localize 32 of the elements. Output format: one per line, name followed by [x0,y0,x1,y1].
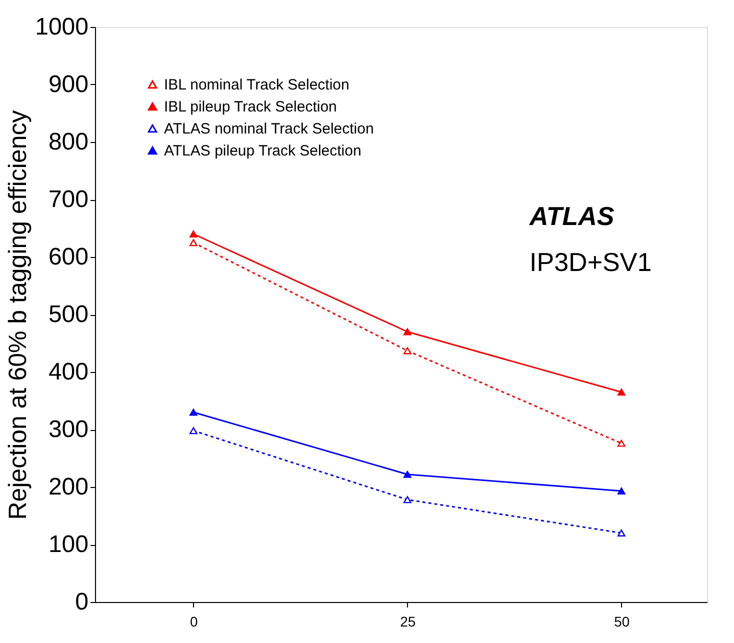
y-tick-label: 500 [48,301,88,328]
y-tick-label: 700 [48,186,88,213]
point [617,488,626,495]
x-tick-label: 0 [190,614,198,630]
y-tick-label: 200 [48,474,88,500]
point [189,230,198,238]
y-axis-title: Rejection at 60% b tagging efficiency [4,110,32,520]
x-tick-label: 50 [614,614,630,630]
legend-label: ATLAS nominal Track Selection [164,120,374,138]
point [189,408,198,416]
y-tick-label: 400 [48,358,88,386]
x-tick-label: 25 [400,614,416,630]
point [403,470,412,478]
legend-label: IBL pileup Track Selection [164,98,337,116]
legend-label: IBL nominal Track Selection [164,76,350,94]
legend-label: ATLAS pileup Track Selection [164,142,362,160]
point [189,427,198,434]
point [617,440,626,447]
point [189,239,198,246]
point [617,388,626,396]
y-tick-label: 600 [48,244,88,270]
point [403,496,412,504]
point [403,347,412,354]
point [403,328,412,336]
y-tick-label: 100 [48,531,88,558]
y-tick-label: 800 [48,128,88,156]
point [617,529,626,537]
y-tick-label: 900 [48,71,88,98]
y-tick-label: 1000 [35,14,88,40]
annotation: IP3D+SV1 [530,246,652,277]
y-tick-label: 300 [48,416,88,443]
annotation: ATLAS [528,200,615,231]
